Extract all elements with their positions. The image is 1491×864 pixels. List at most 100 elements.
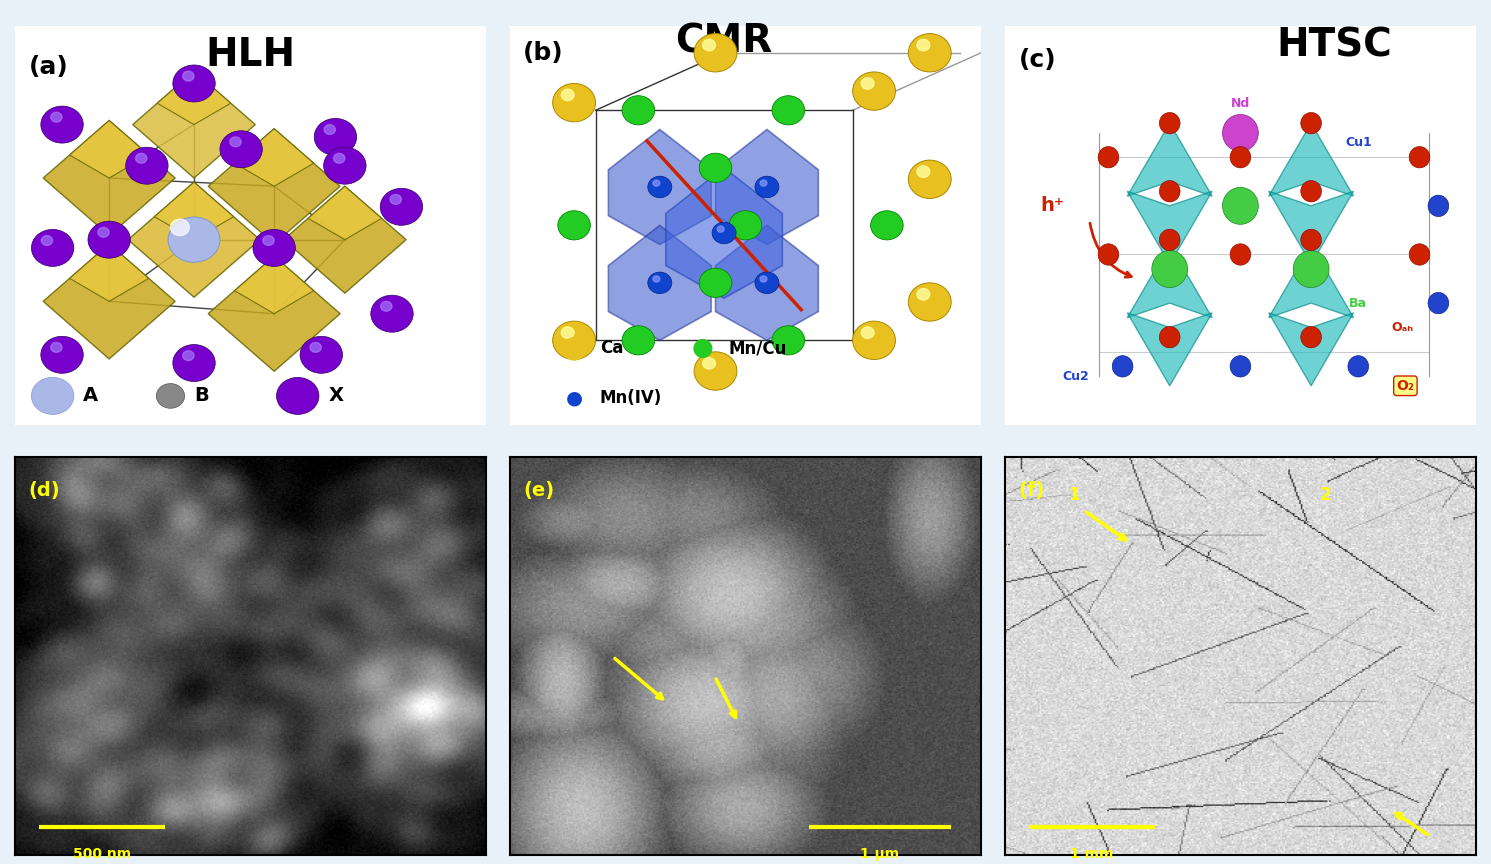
Circle shape [31, 230, 75, 266]
Circle shape [88, 221, 130, 258]
Circle shape [754, 176, 778, 198]
Circle shape [1348, 356, 1369, 377]
Circle shape [40, 106, 83, 143]
Polygon shape [209, 256, 340, 372]
Polygon shape [608, 226, 711, 340]
Polygon shape [1127, 313, 1212, 386]
Polygon shape [128, 182, 259, 297]
Circle shape [1160, 112, 1179, 134]
Circle shape [1097, 147, 1118, 168]
Polygon shape [1127, 245, 1212, 318]
Text: (e): (e) [523, 481, 555, 500]
Circle shape [98, 227, 109, 238]
Text: (d): (d) [28, 481, 60, 500]
Circle shape [917, 289, 930, 300]
Circle shape [136, 154, 148, 163]
Circle shape [908, 160, 951, 199]
Circle shape [699, 268, 732, 297]
Circle shape [262, 236, 274, 245]
Text: X: X [328, 386, 343, 405]
Text: HTSC: HTSC [1276, 27, 1393, 65]
Polygon shape [209, 129, 340, 244]
Polygon shape [43, 244, 174, 359]
Circle shape [653, 276, 661, 282]
Text: B: B [194, 386, 209, 405]
Circle shape [908, 34, 951, 72]
Circle shape [853, 321, 896, 359]
Circle shape [170, 219, 189, 236]
Circle shape [917, 166, 930, 177]
Text: (a): (a) [28, 55, 69, 79]
Circle shape [371, 295, 413, 332]
Polygon shape [133, 71, 255, 178]
Text: ●: ● [692, 336, 714, 360]
Text: 1 μm: 1 μm [860, 847, 899, 861]
Circle shape [653, 180, 661, 187]
Circle shape [553, 321, 595, 359]
Text: Oₐₕ: Oₐₕ [1391, 321, 1413, 334]
Circle shape [380, 188, 422, 226]
Text: A: A [83, 386, 98, 405]
Circle shape [561, 89, 574, 101]
Circle shape [754, 272, 778, 294]
Circle shape [324, 147, 367, 184]
Polygon shape [1127, 191, 1212, 264]
Circle shape [1160, 327, 1179, 348]
Circle shape [622, 96, 655, 124]
Circle shape [699, 153, 732, 182]
Circle shape [729, 211, 762, 240]
Text: Nd: Nd [1230, 98, 1249, 111]
Circle shape [1223, 114, 1258, 151]
Circle shape [702, 358, 716, 369]
Circle shape [853, 72, 896, 111]
Polygon shape [666, 168, 783, 298]
Circle shape [1112, 356, 1133, 377]
Circle shape [1230, 244, 1251, 265]
Circle shape [42, 236, 52, 245]
Circle shape [647, 272, 672, 294]
Polygon shape [1269, 313, 1354, 386]
Circle shape [40, 336, 83, 373]
Polygon shape [283, 187, 406, 293]
Circle shape [772, 96, 805, 124]
Text: Ca: Ca [599, 339, 623, 357]
Circle shape [908, 283, 951, 321]
Circle shape [1300, 112, 1321, 134]
Circle shape [1409, 147, 1430, 168]
Polygon shape [1269, 191, 1354, 264]
Circle shape [871, 211, 904, 240]
Circle shape [315, 118, 356, 156]
Circle shape [1160, 181, 1179, 202]
Circle shape [125, 147, 168, 184]
Circle shape [1230, 356, 1251, 377]
Circle shape [695, 34, 737, 72]
Circle shape [391, 194, 401, 205]
Circle shape [183, 351, 194, 360]
Circle shape [695, 352, 737, 391]
Polygon shape [1127, 124, 1212, 196]
Circle shape [713, 222, 737, 244]
Circle shape [1428, 195, 1449, 217]
Circle shape [380, 302, 392, 311]
Polygon shape [234, 129, 313, 187]
Circle shape [917, 40, 930, 51]
Circle shape [553, 84, 595, 122]
Circle shape [1428, 292, 1449, 314]
Circle shape [862, 327, 874, 339]
Text: 500 nm: 500 nm [73, 847, 131, 861]
Circle shape [324, 124, 335, 135]
Circle shape [173, 345, 215, 382]
Circle shape [51, 342, 63, 353]
Polygon shape [70, 120, 149, 178]
Circle shape [230, 137, 242, 147]
Text: Cu2: Cu2 [1062, 370, 1088, 383]
Circle shape [1160, 229, 1179, 251]
Circle shape [717, 226, 725, 232]
Polygon shape [234, 256, 313, 314]
Text: h⁺: h⁺ [1039, 196, 1065, 215]
Polygon shape [1269, 245, 1354, 318]
Circle shape [1300, 229, 1321, 251]
Polygon shape [43, 120, 174, 236]
Circle shape [558, 211, 590, 240]
Circle shape [1293, 251, 1328, 288]
